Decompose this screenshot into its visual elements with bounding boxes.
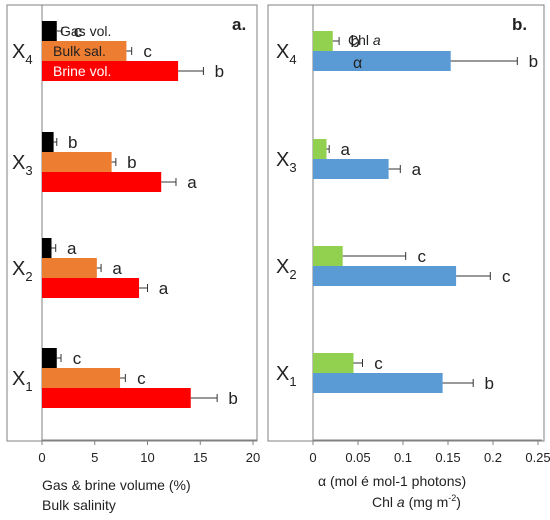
significance-letter: b bbox=[127, 153, 136, 172]
bar bbox=[42, 238, 52, 258]
b-xl2-pre: Chl bbox=[372, 494, 397, 510]
panel-a-xlabel-line1: Gas & brine volume (%) bbox=[42, 477, 191, 493]
significance-letter: c bbox=[374, 354, 383, 373]
category-label: X3 bbox=[276, 149, 297, 175]
bar bbox=[42, 132, 54, 152]
bar bbox=[42, 388, 191, 408]
x-tick-label: 10 bbox=[140, 450, 154, 465]
bar bbox=[42, 152, 112, 172]
b-xl2-sup: -2 bbox=[448, 493, 456, 503]
category-label-main: X bbox=[12, 368, 25, 390]
significance-letter: b bbox=[215, 62, 224, 81]
series-label-part: Chl bbox=[348, 32, 373, 48]
significance-letter: a bbox=[159, 279, 169, 298]
category-label: X1 bbox=[276, 363, 297, 389]
significance-letter: b bbox=[350, 32, 359, 51]
x-tick-label: 0.05 bbox=[345, 450, 370, 465]
x-tick-label: 15 bbox=[193, 450, 207, 465]
category-label-sub: 2 bbox=[289, 267, 296, 282]
bar bbox=[42, 258, 97, 278]
bar bbox=[42, 61, 179, 81]
category-label-sub: 2 bbox=[25, 269, 32, 284]
x-tick-label: 20 bbox=[246, 450, 260, 465]
series-label: α bbox=[353, 55, 362, 72]
category-label-sub: 3 bbox=[25, 163, 32, 178]
category-label-main: X bbox=[12, 258, 25, 280]
panel-b-frame bbox=[267, 4, 545, 442]
category-label: X1 bbox=[12, 368, 33, 394]
bar bbox=[313, 139, 327, 159]
bar bbox=[313, 246, 343, 266]
category-label-main: X bbox=[276, 363, 289, 385]
category-label-main: X bbox=[12, 41, 25, 63]
bar bbox=[42, 172, 162, 192]
x-tick-label: 5 bbox=[91, 450, 98, 465]
significance-letter: a bbox=[340, 140, 350, 159]
series-label: Bulk sal. bbox=[53, 43, 106, 59]
category-label-main: X bbox=[12, 152, 25, 174]
category-label-sub: 3 bbox=[289, 160, 296, 175]
significance-letter: c bbox=[74, 22, 83, 41]
x-tick-label: 0.15 bbox=[435, 450, 460, 465]
bar bbox=[313, 31, 333, 51]
significance-letter: b bbox=[484, 374, 493, 393]
bar bbox=[313, 266, 457, 286]
bar bbox=[42, 278, 140, 298]
category-label-main: X bbox=[276, 256, 289, 278]
panel-b-xlabel-line2: Chl a (mg m-2) bbox=[372, 493, 461, 510]
bar bbox=[42, 368, 121, 388]
b-xl2-italic: a bbox=[397, 494, 405, 510]
category-label-main: X bbox=[276, 41, 289, 63]
significance-letter: b bbox=[228, 389, 237, 408]
category-label-sub: 4 bbox=[289, 52, 296, 67]
panel-a-label: a. bbox=[232, 15, 246, 34]
series-label: Brine vol. bbox=[53, 63, 111, 79]
category-label: X4 bbox=[276, 41, 297, 67]
significance-letter: c bbox=[143, 42, 152, 61]
bar bbox=[313, 51, 451, 71]
x-tick-label: 0.2 bbox=[484, 450, 502, 465]
panel-a-xlabel-line2: Bulk salinity bbox=[42, 497, 116, 513]
x-tick-label: 0 bbox=[38, 450, 45, 465]
bar bbox=[42, 41, 127, 61]
panel-b-label: b. bbox=[512, 15, 527, 34]
significance-letter: a bbox=[67, 239, 77, 258]
category-label-sub: 1 bbox=[289, 374, 296, 389]
panel-b-xlabel-line1: α (mol é mol-1 photons) bbox=[318, 473, 466, 489]
category-label: X3 bbox=[12, 152, 33, 178]
bar bbox=[313, 373, 443, 393]
significance-letter: a bbox=[187, 173, 197, 192]
bar bbox=[42, 21, 57, 41]
significance-letter: a bbox=[412, 160, 422, 179]
series-label: Chl a bbox=[348, 32, 381, 48]
category-label: X2 bbox=[12, 258, 33, 284]
x-tick-label: 0.25 bbox=[525, 450, 550, 465]
series-label-italic: a bbox=[373, 32, 381, 48]
x-tick-label: 0.1 bbox=[394, 450, 412, 465]
category-label: X2 bbox=[276, 256, 297, 282]
category-label-sub: 4 bbox=[25, 52, 32, 67]
panel-a-frame bbox=[6, 4, 258, 442]
bar bbox=[42, 348, 57, 368]
significance-letter: c bbox=[502, 267, 511, 286]
bar bbox=[313, 159, 389, 179]
b-xl2-post: ) bbox=[456, 494, 461, 510]
significance-letter: b bbox=[68, 133, 77, 152]
series-label: Gas vol. bbox=[60, 23, 111, 39]
x-tick-label: 0 bbox=[309, 450, 316, 465]
significance-letter: c bbox=[137, 369, 146, 388]
significance-letter: a bbox=[112, 259, 122, 278]
significance-letter: b bbox=[529, 52, 538, 71]
category-label-main: X bbox=[276, 149, 289, 171]
category-label: X4 bbox=[12, 41, 33, 67]
significance-letter: c bbox=[417, 247, 426, 266]
b-xl2-mid: (mg m bbox=[405, 494, 449, 510]
category-label-sub: 1 bbox=[25, 379, 32, 394]
significance-letter: c bbox=[73, 349, 82, 368]
bar bbox=[313, 353, 354, 373]
